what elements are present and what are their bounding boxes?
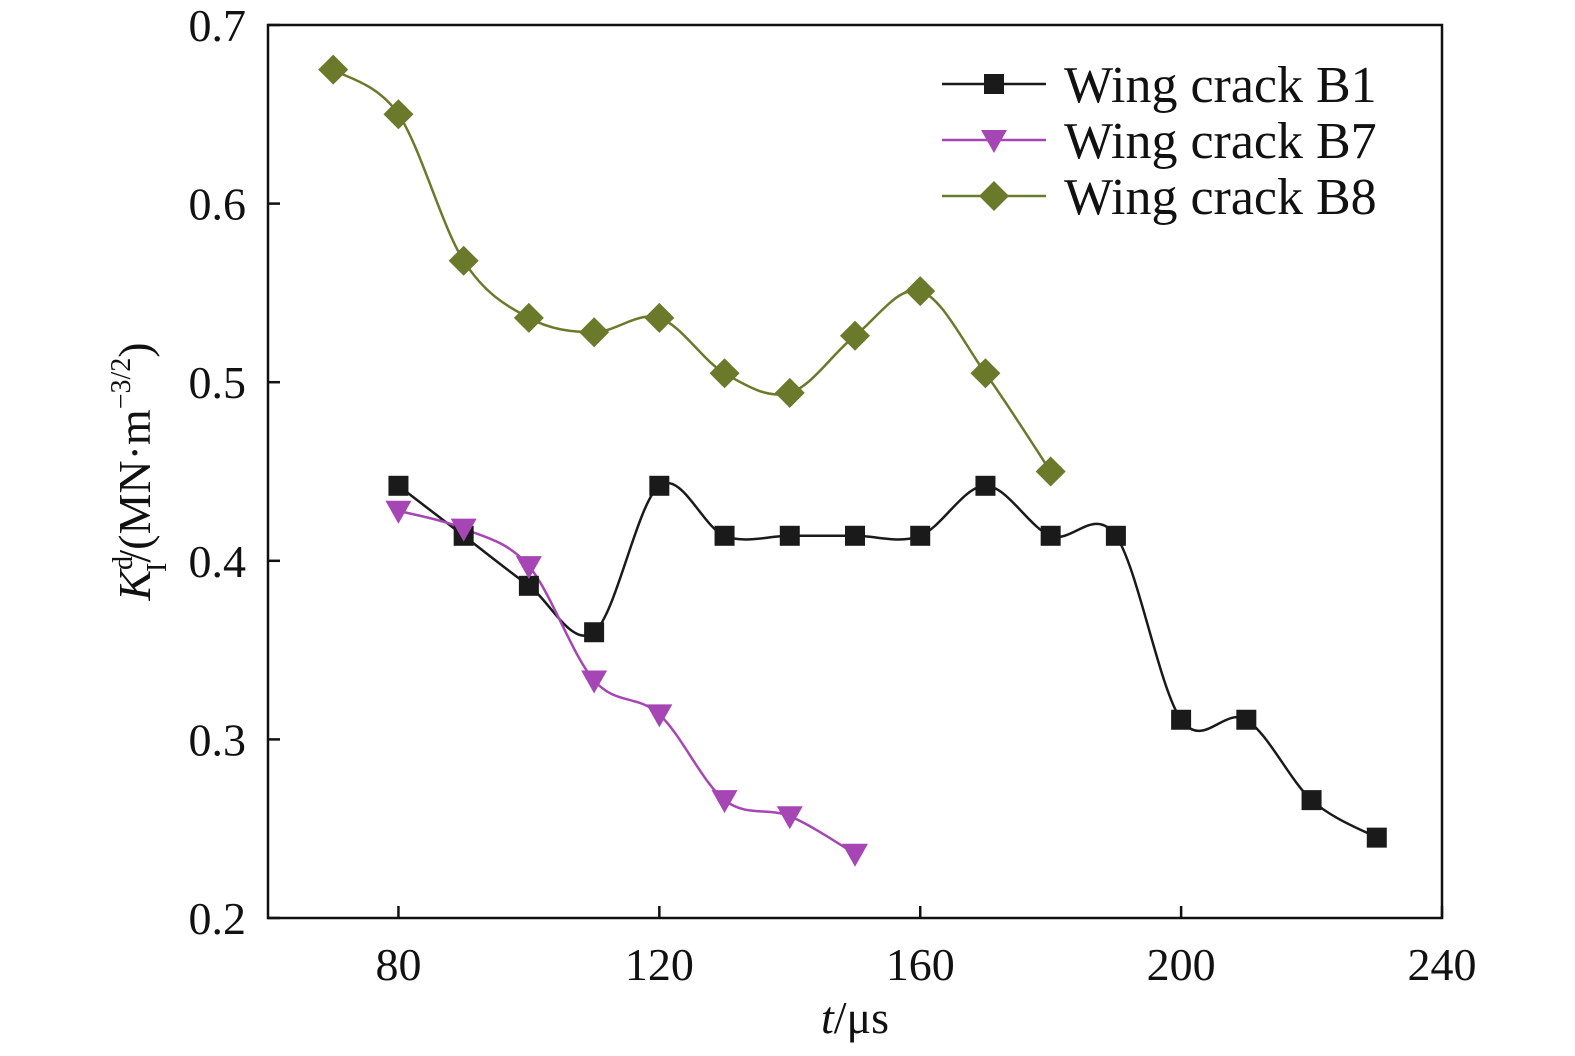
data-point-triangle-down	[776, 806, 803, 830]
data-point-triangle-down	[581, 670, 608, 694]
legend-marker	[981, 130, 1007, 153]
y-tick-label: 0.7	[189, 0, 247, 51]
plot-frame	[266, 23, 1444, 920]
data-point-diamond	[383, 99, 414, 130]
data-point-square	[1040, 525, 1061, 546]
data-point-diamond	[579, 317, 610, 348]
series-curves	[332, 68, 1378, 855]
y-axis-title: Kd I/(MN·m−3/2)	[106, 342, 173, 601]
series-line-3	[332, 68, 1052, 473]
y-tick-label: 0.2	[189, 893, 247, 944]
data-point-square	[845, 525, 865, 546]
data-point-square	[649, 475, 670, 496]
data-point-diamond	[709, 358, 740, 389]
data-point-diamond	[774, 377, 805, 408]
data-point-square	[714, 525, 735, 546]
data-point-diamond	[448, 245, 479, 276]
data-point-square	[1366, 827, 1387, 848]
x-tick-label: 120	[625, 939, 694, 990]
legend-label: Wing crack B1	[1064, 57, 1377, 114]
legend-label: Wing crack B8	[1064, 169, 1377, 226]
data-point-square	[975, 475, 996, 496]
data-point-diamond	[970, 358, 1001, 389]
y-tick-label: 0.5	[189, 357, 247, 408]
y-tick-label: 0.6	[189, 179, 247, 230]
data-point-triangle-down	[842, 843, 868, 867]
series-line-1	[397, 481, 1378, 839]
x-axis-title: t/μs	[821, 992, 889, 1043]
data-point-diamond	[905, 276, 936, 307]
series-line-2	[398, 509, 856, 855]
data-point-square	[1105, 525, 1126, 546]
data-point-triangle-down	[515, 556, 542, 580]
data-point-triangle-down	[646, 704, 673, 728]
x-tick-label: 200	[1147, 939, 1216, 990]
data-point-square	[518, 575, 539, 596]
data-point-square	[584, 622, 605, 643]
y-tick-label: 0.3	[189, 714, 247, 765]
x-tick-label: 160	[886, 939, 955, 990]
x-tick-label: 240	[1408, 939, 1477, 990]
series-markers	[318, 54, 1387, 867]
data-point-diamond	[513, 302, 544, 333]
data-point-square	[388, 475, 409, 496]
data-point-square	[1301, 790, 1322, 811]
data-point-diamond	[840, 320, 870, 351]
axes: 80 120 160 200 240 0.2 0.3 0.4 0.5 0.6 0.7	[189, 0, 1477, 990]
data-point-square	[910, 525, 931, 546]
data-point-triangle-down	[711, 790, 738, 814]
data-point-diamond	[644, 302, 675, 333]
data-point-square	[1236, 709, 1257, 730]
y-tick-label: 0.4	[189, 536, 247, 587]
legend-marker	[979, 181, 1009, 211]
x-tick-label: 80	[375, 939, 421, 990]
data-point-diamond	[318, 54, 349, 85]
legend-label: Wing crack B7	[1064, 113, 1377, 170]
data-point-square	[779, 525, 800, 546]
data-point-diamond	[1035, 456, 1066, 487]
data-point-square	[1171, 709, 1192, 730]
data-point-triangle-down	[450, 518, 477, 542]
data-point-triangle-down	[385, 500, 412, 524]
legend-marker	[984, 74, 1004, 94]
